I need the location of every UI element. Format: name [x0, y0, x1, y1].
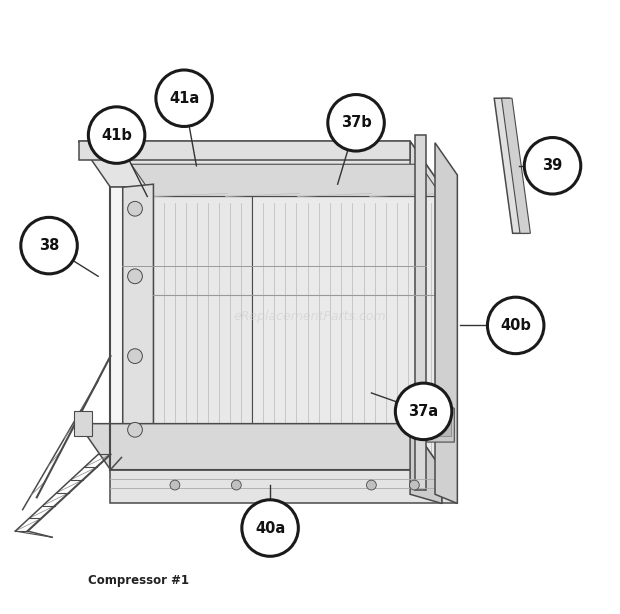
Circle shape	[128, 349, 143, 363]
Text: 40b: 40b	[500, 318, 531, 333]
Circle shape	[525, 138, 581, 194]
Circle shape	[396, 383, 452, 440]
Text: 37a: 37a	[409, 404, 439, 419]
Polygon shape	[153, 193, 442, 196]
Polygon shape	[494, 98, 528, 233]
Text: 38: 38	[39, 238, 60, 253]
Polygon shape	[153, 196, 252, 464]
Circle shape	[487, 297, 544, 354]
Circle shape	[88, 107, 145, 163]
Polygon shape	[110, 187, 442, 470]
Text: 39: 39	[542, 158, 563, 173]
Polygon shape	[74, 411, 92, 436]
Polygon shape	[123, 184, 153, 470]
Polygon shape	[430, 411, 451, 436]
Circle shape	[328, 95, 384, 151]
Polygon shape	[79, 141, 442, 187]
Text: eReplacementParts.com: eReplacementParts.com	[234, 309, 386, 323]
Circle shape	[128, 269, 143, 284]
Polygon shape	[110, 470, 442, 503]
Polygon shape	[252, 196, 442, 464]
Circle shape	[366, 480, 376, 490]
Polygon shape	[415, 135, 426, 490]
Circle shape	[128, 201, 143, 216]
Polygon shape	[410, 141, 442, 470]
Text: 37b: 37b	[340, 115, 371, 130]
Text: 41a: 41a	[169, 91, 199, 106]
Polygon shape	[427, 402, 454, 442]
Polygon shape	[442, 175, 458, 503]
Polygon shape	[131, 165, 442, 196]
Circle shape	[231, 480, 241, 490]
Text: 40a: 40a	[255, 521, 285, 535]
Circle shape	[128, 422, 143, 437]
Polygon shape	[79, 141, 410, 160]
Polygon shape	[79, 424, 442, 470]
Text: 41b: 41b	[101, 128, 132, 142]
Circle shape	[21, 217, 78, 274]
Text: Compressor #1: Compressor #1	[87, 573, 188, 587]
Circle shape	[409, 480, 419, 490]
Polygon shape	[502, 98, 531, 233]
Circle shape	[156, 70, 213, 126]
Polygon shape	[435, 143, 458, 503]
Polygon shape	[410, 424, 442, 503]
Circle shape	[242, 500, 298, 556]
Circle shape	[170, 480, 180, 490]
